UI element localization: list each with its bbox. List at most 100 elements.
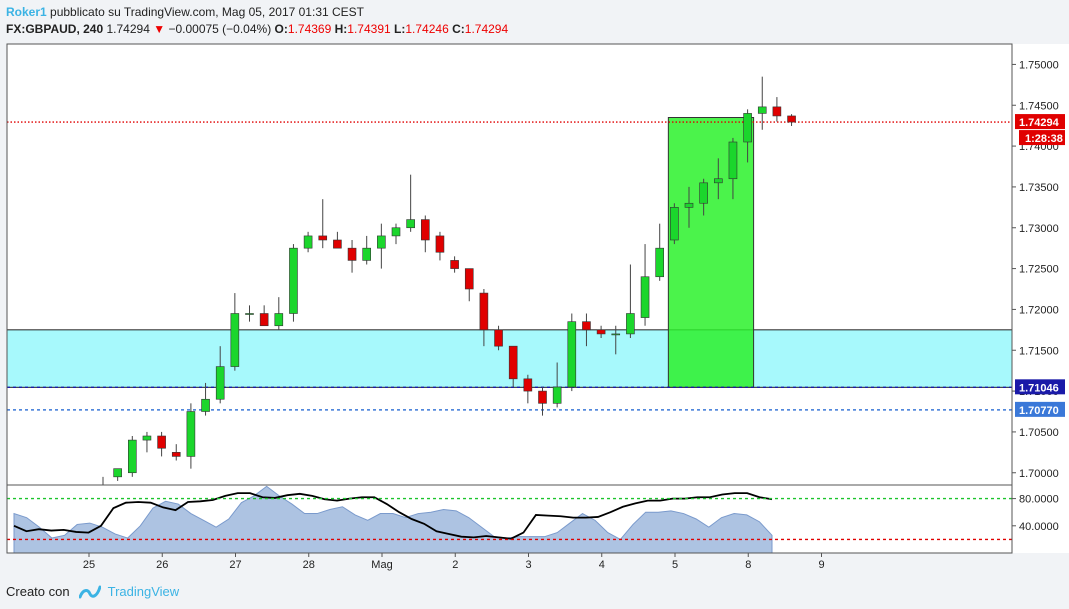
candle-body xyxy=(406,219,415,229)
candle-body xyxy=(743,113,752,143)
price-level-tag xyxy=(1015,379,1065,395)
x-tick-label: 27 xyxy=(229,559,241,571)
candle-body xyxy=(171,452,181,457)
high-value: 1.74391 xyxy=(347,22,391,36)
candle-body xyxy=(713,178,723,184)
x-tick-label: 4 xyxy=(599,559,605,571)
open-label: O: xyxy=(274,22,288,36)
last-price: 1.74294 xyxy=(106,22,150,36)
x-tick-label: 9 xyxy=(818,559,824,571)
candle-body xyxy=(787,115,796,123)
candle-body xyxy=(772,106,782,117)
candle-body xyxy=(347,247,357,261)
candle-body xyxy=(655,247,665,278)
candle-body xyxy=(230,313,240,367)
x-tick-label: 3 xyxy=(525,559,531,571)
close-label: C: xyxy=(452,22,465,36)
candle-body xyxy=(699,182,708,204)
y-tick-label: 1.70500 xyxy=(1019,427,1059,439)
x-tick-label: 2 xyxy=(452,559,458,571)
price-level-label: 1.71046 xyxy=(1019,382,1059,394)
price-level-tag xyxy=(1015,114,1065,130)
y-tick-label: 1.72000 xyxy=(1019,304,1059,316)
candle-body xyxy=(626,313,635,335)
symbol-info: FX:GBPAUD, 240 1.74294 ▼ −0.00075 (−0.04… xyxy=(6,22,508,36)
close-value: 1.74294 xyxy=(464,22,509,36)
candle-body xyxy=(201,398,210,412)
candle-body xyxy=(157,435,166,449)
osc-tick-label: 40.0000 xyxy=(1019,521,1059,533)
candle-body xyxy=(186,411,196,457)
candle-body xyxy=(494,329,503,347)
y-tick-label: 1.73500 xyxy=(1019,182,1059,194)
candle-body xyxy=(333,239,342,249)
countdown-label: 1:28:38 xyxy=(1025,133,1063,145)
candle-body xyxy=(435,235,445,253)
candle-body xyxy=(377,235,386,249)
publish-info: Roker1 pubblicato su TradingView.com, Ma… xyxy=(6,5,364,19)
price-level-tag xyxy=(1015,401,1065,417)
x-tick-label: 8 xyxy=(745,559,751,571)
price-level-label: 1.74294 xyxy=(1019,117,1060,129)
candle-body xyxy=(245,313,254,315)
x-tick-label: 28 xyxy=(303,559,315,571)
candle-body xyxy=(582,321,591,331)
candle-body xyxy=(303,235,313,249)
candle-body xyxy=(142,435,152,441)
x-tick-label: 26 xyxy=(156,559,168,571)
created-with-label: Creato con xyxy=(6,584,70,599)
x-tick-label: 5 xyxy=(672,559,678,571)
candle-body xyxy=(362,247,372,261)
target-box xyxy=(667,117,755,388)
countdown-tag xyxy=(1019,130,1065,146)
candle-body xyxy=(640,276,650,318)
candle-body xyxy=(128,439,137,474)
candle-body xyxy=(757,106,767,114)
candle-body xyxy=(215,366,225,400)
tradingview-brand[interactable]: TradingView xyxy=(107,584,180,599)
candle-body xyxy=(552,386,562,404)
y-tick-label: 1.75000 xyxy=(1019,59,1059,71)
candle-body xyxy=(508,345,518,380)
down-arrow-icon: ▼ xyxy=(153,22,166,36)
price-pane xyxy=(7,44,1012,485)
x-tick-label: 25 xyxy=(83,559,95,571)
candle-body xyxy=(670,207,679,241)
candle-body xyxy=(391,227,401,237)
candle-body xyxy=(464,268,474,290)
oscillator-line xyxy=(13,492,773,540)
candle-body xyxy=(259,313,269,327)
author-name[interactable]: Roker1 xyxy=(6,5,47,19)
price-level-label: 1.70770 xyxy=(1019,405,1059,417)
price-change: −0.00075 (−0.04%) xyxy=(168,22,272,36)
candle-body xyxy=(450,260,459,269)
x-tick-label: Mag xyxy=(371,559,392,571)
oscillator-area xyxy=(13,485,773,553)
candle-body xyxy=(611,333,621,336)
low-value: 1.74246 xyxy=(405,22,449,36)
low-label: L: xyxy=(394,22,406,36)
osc-tick-label: 80.0000 xyxy=(1019,494,1059,506)
candle-body xyxy=(523,378,533,392)
y-tick-label: 1.74500 xyxy=(1019,100,1059,112)
publish-text: pubblicato su TradingView.com, Mag 05, 2… xyxy=(50,5,364,19)
footer: Creato con TradingView xyxy=(6,584,179,599)
candle-body xyxy=(728,141,738,180)
y-tick-label: 1.72500 xyxy=(1019,264,1059,276)
candle-body xyxy=(420,219,430,241)
price-layer xyxy=(7,76,1012,485)
candle-body xyxy=(684,202,694,208)
tradingview-logo-icon xyxy=(79,585,102,599)
candle-body xyxy=(113,468,122,478)
candle-body xyxy=(289,247,298,314)
candle-body xyxy=(567,321,577,388)
candle-body xyxy=(479,292,489,331)
candle-body xyxy=(538,390,547,404)
price-chart[interactable]: 1.750001.745001.740001.735001.730001.725… xyxy=(0,0,1069,580)
y-tick-label: 1.71500 xyxy=(1019,345,1059,357)
candle-body xyxy=(596,329,606,335)
candle-body xyxy=(274,313,284,327)
y-tick-label: 1.70000 xyxy=(1019,468,1059,480)
open-value: 1.74369 xyxy=(287,22,332,36)
candle-body xyxy=(318,235,328,241)
